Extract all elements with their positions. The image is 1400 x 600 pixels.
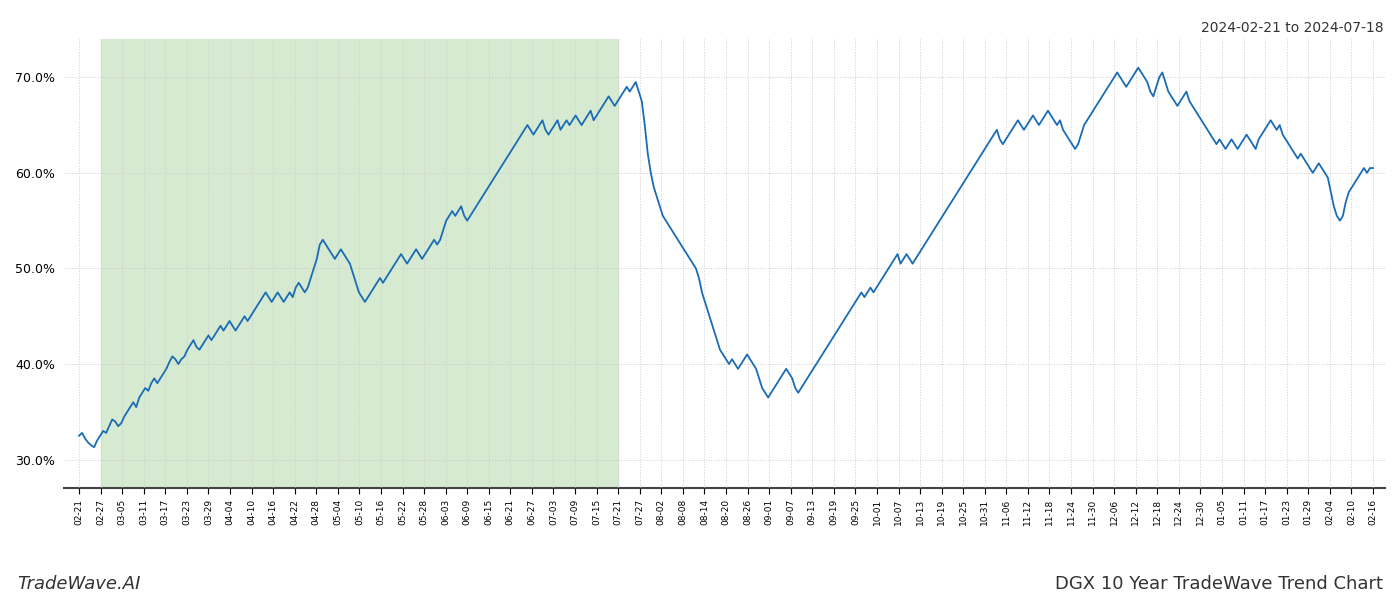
Text: 2024-02-21 to 2024-07-18: 2024-02-21 to 2024-07-18 [1201, 21, 1383, 35]
Text: DGX 10 Year TradeWave Trend Chart: DGX 10 Year TradeWave Trend Chart [1056, 575, 1383, 593]
Bar [101, 39, 619, 488]
Text: TradeWave.AI: TradeWave.AI [17, 575, 140, 593]
